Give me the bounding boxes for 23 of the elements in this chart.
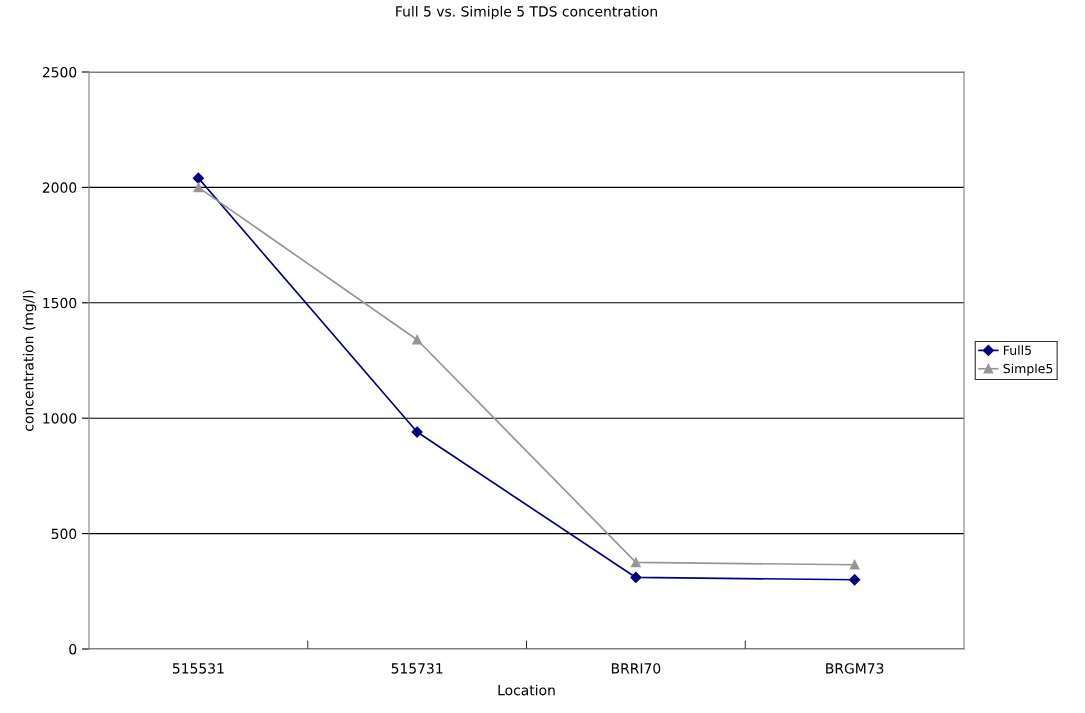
- point: [631, 557, 641, 568]
- legend-label: Simple5: [1003, 363, 1053, 376]
- point: [849, 559, 860, 570]
- point: [411, 426, 423, 438]
- y-tick-label: 1500: [43, 297, 77, 309]
- point: [849, 574, 861, 586]
- x-axis-title: Location: [498, 684, 555, 696]
- y-tick-label: 500: [51, 528, 77, 540]
- y-axis-title: concentration (mg/l): [22, 290, 37, 431]
- y-tick-label: 0: [69, 643, 77, 655]
- legend-label: Full5: [1003, 345, 1031, 355]
- point: [412, 334, 422, 345]
- y-tick-label: 2000: [42, 182, 77, 193]
- chart-title: Full 5 vs. Simiple 5 TDS concentration: [396, 5, 657, 20]
- x-tick-label: BRGM73: [826, 663, 884, 674]
- x-tick-label: BRRI70: [611, 663, 661, 674]
- point: [193, 182, 204, 193]
- point: [630, 571, 642, 584]
- y-tick-label: 2500: [42, 66, 77, 78]
- x-tick-label: 515531: [172, 663, 224, 674]
- y-tick-label: 1000: [43, 413, 77, 424]
- point: [192, 172, 204, 184]
- x-tick-label: 515731: [391, 663, 443, 674]
